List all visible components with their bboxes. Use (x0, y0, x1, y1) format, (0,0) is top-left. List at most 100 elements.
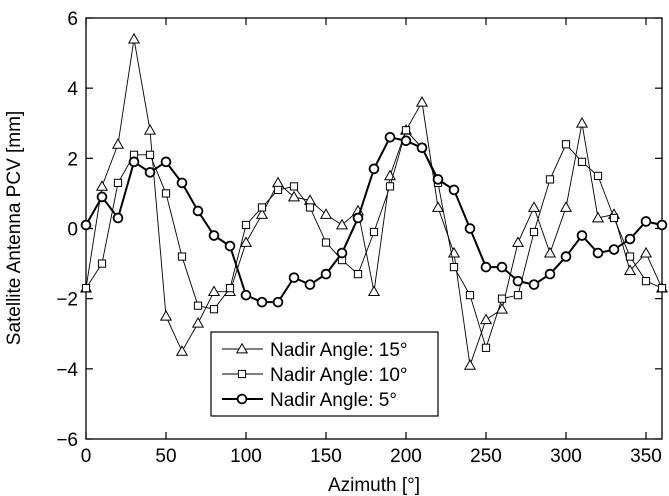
data-point-circle (464, 223, 476, 234)
series-triangle (79, 32, 669, 370)
data-point-square (273, 185, 283, 195)
data-point-triangle (255, 208, 269, 219)
data-point-circle (624, 233, 636, 245)
data-point-circle (208, 230, 220, 241)
x-axis-label: Azimuth [°] (328, 475, 420, 496)
series-line-triangle (85, 38, 663, 366)
data-point-circle (240, 289, 252, 301)
data-point-square (81, 284, 91, 293)
data-point-circle (224, 240, 236, 252)
data-point-triangle (159, 310, 173, 321)
data-point-triangle (111, 138, 125, 149)
data-point-triangle (287, 190, 301, 202)
data-point-triangle (127, 32, 141, 44)
data-point-triangle (543, 246, 557, 258)
data-point-square (177, 252, 187, 261)
legend: Nadir Angle: 15° Nadir Angle: 10° Nadir An… (210, 331, 439, 417)
y-tick-label: −6 (56, 430, 78, 451)
x-tick-label: 300 (550, 446, 582, 467)
x-tick-label: 150 (310, 446, 342, 467)
data-point-square (609, 213, 619, 223)
data-point-circle (320, 268, 332, 280)
data-point-circle (496, 261, 508, 273)
data-point-circle (576, 230, 588, 241)
data-point-square (113, 178, 123, 187)
series-line-square (85, 129, 663, 350)
y-tick-label: 0 (67, 220, 78, 241)
data-point-circle (560, 251, 572, 262)
data-point-square (97, 259, 107, 268)
data-point-square (193, 301, 203, 310)
data-point-circle (480, 261, 492, 273)
data-point-circle (432, 174, 444, 185)
data-point-circle (544, 268, 556, 280)
data-point-triangle (415, 95, 429, 107)
x-tick-label: 350 (630, 446, 662, 467)
data-point-square (369, 227, 379, 237)
data-point-square (241, 220, 251, 230)
data-point-square (545, 175, 555, 184)
data-point-triangle (623, 264, 637, 275)
y-tick-label: −4 (56, 360, 78, 381)
data-point-circle (160, 156, 172, 168)
data-point-circle (352, 212, 364, 224)
data-point-triangle (575, 117, 589, 128)
y-tick-label: 6 (67, 9, 78, 30)
series-square (81, 126, 667, 352)
data-point-circle (192, 205, 204, 217)
data-point-triangle (527, 201, 541, 212)
legend-marker-square (237, 369, 247, 379)
data-point-square (529, 227, 539, 237)
data-point-circle (608, 244, 620, 255)
legend-item: Nadir Angle: 15° (222, 340, 408, 361)
y-axis-label: Satellite Antenna PCV [mm] (4, 111, 25, 345)
data-point-square (145, 150, 155, 159)
x-tick-label: 0 (81, 446, 92, 467)
data-point-square (353, 270, 363, 279)
data-point-triangle (239, 236, 253, 247)
data-point-circle (144, 167, 156, 178)
y-tick-label: 2 (67, 149, 78, 170)
data-point-square (225, 284, 235, 293)
x-tick-label: 100 (230, 446, 262, 467)
data-point-circle (80, 219, 92, 231)
data-point-square (449, 262, 459, 272)
data-point-square (577, 157, 587, 166)
data-point-circle (592, 247, 604, 259)
data-point-triangle (271, 176, 285, 188)
data-point-triangle (431, 201, 445, 212)
data-point-circle (528, 279, 540, 290)
data-point-square (385, 182, 395, 191)
data-point-triangle (511, 236, 525, 247)
data-point-square (625, 252, 635, 261)
data-point-triangle (191, 317, 205, 328)
x-tick-label: 50 (155, 446, 176, 467)
data-point-circle (448, 184, 460, 196)
data-point-triangle (207, 285, 221, 297)
data-point-square (561, 140, 571, 149)
data-point-square (497, 294, 507, 303)
data-point-circle (336, 247, 348, 259)
series-layer (79, 32, 669, 370)
data-point-triangle (367, 285, 381, 297)
legend-item: Nadir Angle: 10° (222, 365, 408, 386)
data-point-circle (400, 135, 412, 147)
data-point-triangle (559, 201, 573, 212)
data-point-triangle (495, 302, 509, 314)
x-tick-label: 250 (470, 446, 502, 467)
data-point-circle (128, 156, 140, 168)
data-point-square (465, 291, 475, 300)
data-point-circle (96, 191, 108, 203)
legend-label: Nadir Angle: 15° (270, 340, 408, 361)
data-point-square (401, 126, 411, 135)
data-point-circle (304, 279, 316, 290)
legend-marker-triangle (235, 342, 249, 354)
data-point-square (305, 203, 315, 212)
data-point-square (481, 343, 491, 352)
data-point-circle (640, 216, 652, 227)
data-point-square (513, 291, 523, 300)
data-point-triangle (319, 208, 333, 219)
data-point-circle (272, 296, 284, 308)
data-point-triangle (479, 313, 493, 325)
